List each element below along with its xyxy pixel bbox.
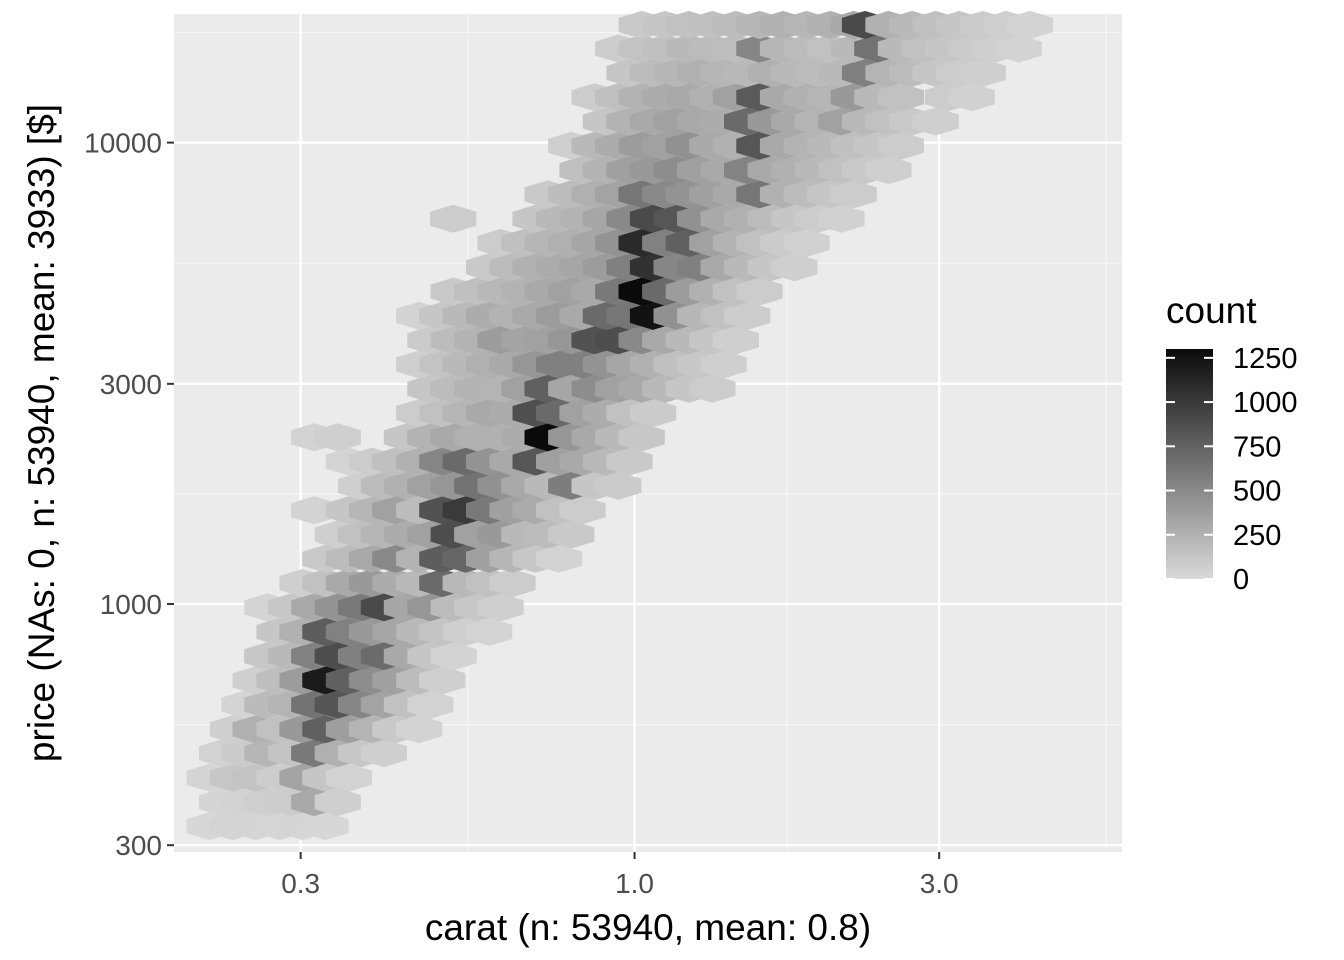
hex-bin xyxy=(559,496,606,525)
hex-bin xyxy=(595,471,642,500)
hex-layer xyxy=(186,10,1054,841)
hex-bin xyxy=(877,83,924,112)
y-tick-label: 300 xyxy=(115,830,162,861)
hex-bin xyxy=(724,301,771,330)
hex-bin xyxy=(430,642,477,671)
x-tick-label: 1.0 xyxy=(615,868,654,899)
hex-bin xyxy=(302,812,349,841)
legend-label: 500 xyxy=(1233,476,1281,508)
legend-label: 750 xyxy=(1233,431,1281,463)
hex-bin xyxy=(995,34,1042,63)
hex-bin xyxy=(1006,10,1054,39)
hex-bin xyxy=(325,763,372,792)
hex-bin xyxy=(407,690,454,719)
hex-bin xyxy=(830,180,877,209)
legend-title: count xyxy=(1166,290,1257,331)
hex-bin xyxy=(877,131,924,160)
axis-ticks: 0.3 1.0 3.0 300 1000 3000 10000 xyxy=(84,128,959,899)
hex-bin xyxy=(689,374,736,403)
x-axis-title: carat (n: 53940, mean: 0.8) xyxy=(425,907,871,948)
hex-bin xyxy=(489,569,536,598)
legend: count 1250 1000 750 500 250 0 xyxy=(1166,290,1298,596)
hex-bin xyxy=(477,593,524,622)
hex-bin xyxy=(783,228,830,257)
legend-label: 1000 xyxy=(1233,387,1298,419)
y-tick-label: 10000 xyxy=(84,128,162,159)
y-tick-label: 3000 xyxy=(100,369,162,400)
hex-bin xyxy=(948,83,995,112)
hex-bin xyxy=(548,520,595,549)
y-tick-label: 1000 xyxy=(100,589,162,620)
hex-bin xyxy=(959,58,1006,87)
legend-label: 250 xyxy=(1233,520,1281,552)
hex-bin xyxy=(360,739,407,768)
hex-bin xyxy=(466,617,513,646)
hex-bin xyxy=(818,204,865,233)
hex-bin xyxy=(865,156,912,185)
hex-bin xyxy=(736,277,783,306)
hex-bin xyxy=(396,715,443,744)
legend-ticks: 1250 1000 750 500 250 0 xyxy=(1166,343,1298,596)
legend-label: 1250 xyxy=(1233,343,1298,375)
hex-bin xyxy=(419,666,466,695)
hex-bin xyxy=(618,423,665,452)
hex-bin xyxy=(430,204,477,233)
hex-bin xyxy=(700,350,747,379)
legend-colorbar xyxy=(1166,349,1213,579)
hex-bin xyxy=(771,253,818,282)
y-axis-title: price (NAs: 0, n: 53940, mean: 3933) [$] xyxy=(21,104,62,762)
hex-bin xyxy=(291,496,338,525)
hex-bin xyxy=(629,399,677,428)
x-tick-label: 3.0 xyxy=(920,868,959,899)
hex-bin xyxy=(712,326,759,355)
x-tick-label: 0.3 xyxy=(281,868,320,899)
hex-bin xyxy=(912,107,959,136)
hex-bin xyxy=(606,447,653,476)
hex-bin xyxy=(536,544,583,573)
hex-bin xyxy=(314,423,361,452)
hex-bin xyxy=(314,788,361,817)
legend-label: 0 xyxy=(1233,564,1249,596)
